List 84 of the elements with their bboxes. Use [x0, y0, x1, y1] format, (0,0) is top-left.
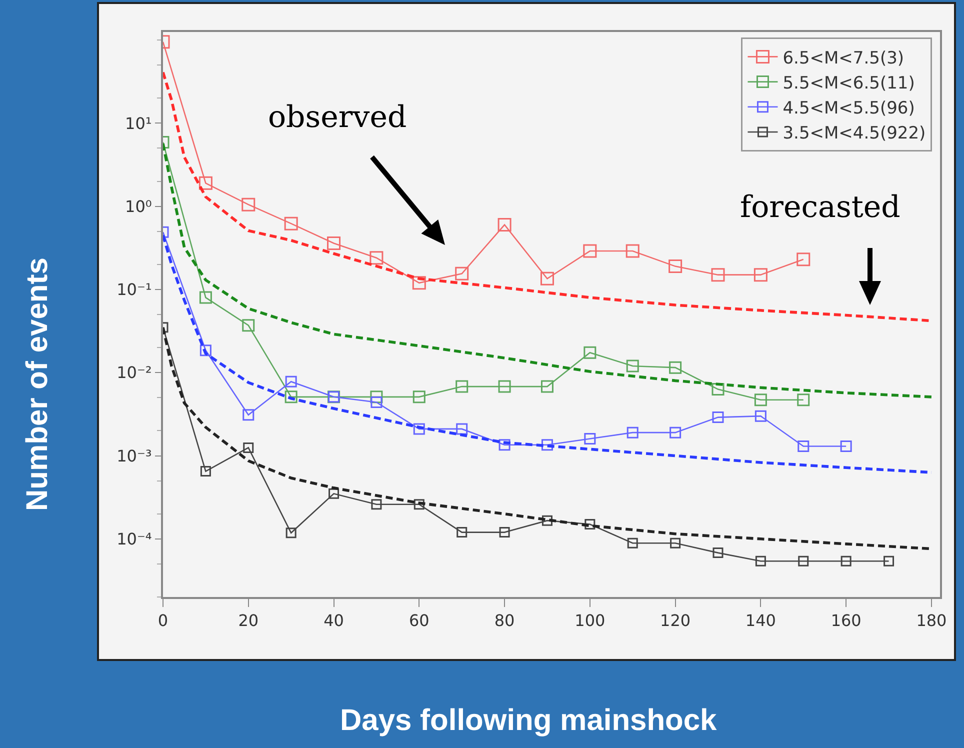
- point: [670, 426, 682, 438]
- x-tick-label: 0: [158, 611, 168, 630]
- point: [328, 488, 340, 499]
- x-tick-label: 80: [494, 611, 515, 630]
- point: [498, 380, 511, 393]
- x-tick-label: 100: [574, 611, 606, 630]
- x-tick-label: 120: [660, 611, 691, 630]
- y-tick-label: 10⁻⁴: [116, 529, 152, 548]
- point: [754, 410, 766, 422]
- point: [200, 344, 212, 356]
- x-tick-label: 40: [324, 611, 344, 630]
- point: [540, 380, 554, 393]
- y-tick-label: 10⁻¹: [116, 280, 152, 300]
- annotation: forecasted: [740, 190, 900, 225]
- point: [670, 538, 681, 548]
- point: [712, 548, 724, 558]
- legend-label: 5.5<M<6.5(11): [782, 73, 915, 94]
- point: [584, 519, 596, 530]
- point: [584, 433, 596, 445]
- point: [668, 260, 682, 274]
- point: [542, 515, 552, 526]
- point: [242, 198, 256, 212]
- point: [370, 251, 384, 265]
- point: [541, 439, 553, 451]
- point: [412, 276, 426, 290]
- point: [755, 556, 766, 566]
- point: [884, 556, 894, 566]
- point: [840, 556, 852, 566]
- point: [284, 216, 298, 230]
- legend-label: 6.5<M<7.5(3): [782, 48, 904, 68]
- x-tick-label: 20: [238, 611, 259, 630]
- point: [371, 499, 382, 510]
- x-tick-label: 180: [916, 611, 947, 630]
- point: [798, 556, 809, 566]
- point: [626, 360, 639, 372]
- point: [798, 440, 810, 452]
- point: [626, 244, 640, 258]
- point: [498, 218, 512, 232]
- point: [498, 439, 510, 451]
- point: [584, 346, 596, 359]
- point: [712, 412, 724, 424]
- y-tick-label: 10⁻²: [116, 363, 152, 382]
- x-tick-label: 60: [408, 611, 430, 630]
- point: [370, 396, 382, 408]
- point: [797, 394, 810, 406]
- point: [456, 527, 468, 538]
- point: [754, 394, 767, 406]
- point: [711, 268, 725, 282]
- point: [327, 236, 341, 250]
- point: [796, 252, 810, 266]
- point: [499, 527, 510, 538]
- point: [627, 538, 638, 548]
- point: [198, 176, 212, 190]
- point: [456, 380, 468, 393]
- y-axis-title: Number of events: [21, 258, 54, 511]
- point: [840, 440, 852, 452]
- point: [243, 442, 254, 453]
- x-axis-title: Days following mainshock: [340, 704, 718, 737]
- y-tick-label: 10⁻³: [116, 446, 152, 466]
- y-tick-label: 10¹: [125, 114, 152, 133]
- point: [414, 499, 424, 510]
- legend-label: 4.5<M<5.5(96): [782, 98, 915, 119]
- y-tick-label: 10⁰: [125, 196, 152, 216]
- point: [754, 268, 768, 282]
- point: [286, 528, 296, 538]
- point: [285, 376, 297, 388]
- point: [370, 390, 383, 404]
- point: [669, 361, 682, 374]
- point: [456, 423, 468, 435]
- point: [455, 266, 469, 280]
- x-tick-label: 160: [830, 611, 862, 630]
- point: [242, 409, 254, 421]
- point: [284, 390, 298, 404]
- point: [540, 272, 554, 286]
- point: [199, 291, 212, 304]
- point: [200, 466, 211, 477]
- point: [242, 319, 255, 332]
- point: [626, 426, 638, 438]
- point: [583, 244, 597, 258]
- annotation: observed: [268, 100, 407, 135]
- legend-label: 3.5<M<4.5(922): [782, 124, 926, 144]
- x-tick-label: 140: [745, 611, 776, 630]
- point: [413, 423, 425, 435]
- point: [412, 390, 426, 404]
